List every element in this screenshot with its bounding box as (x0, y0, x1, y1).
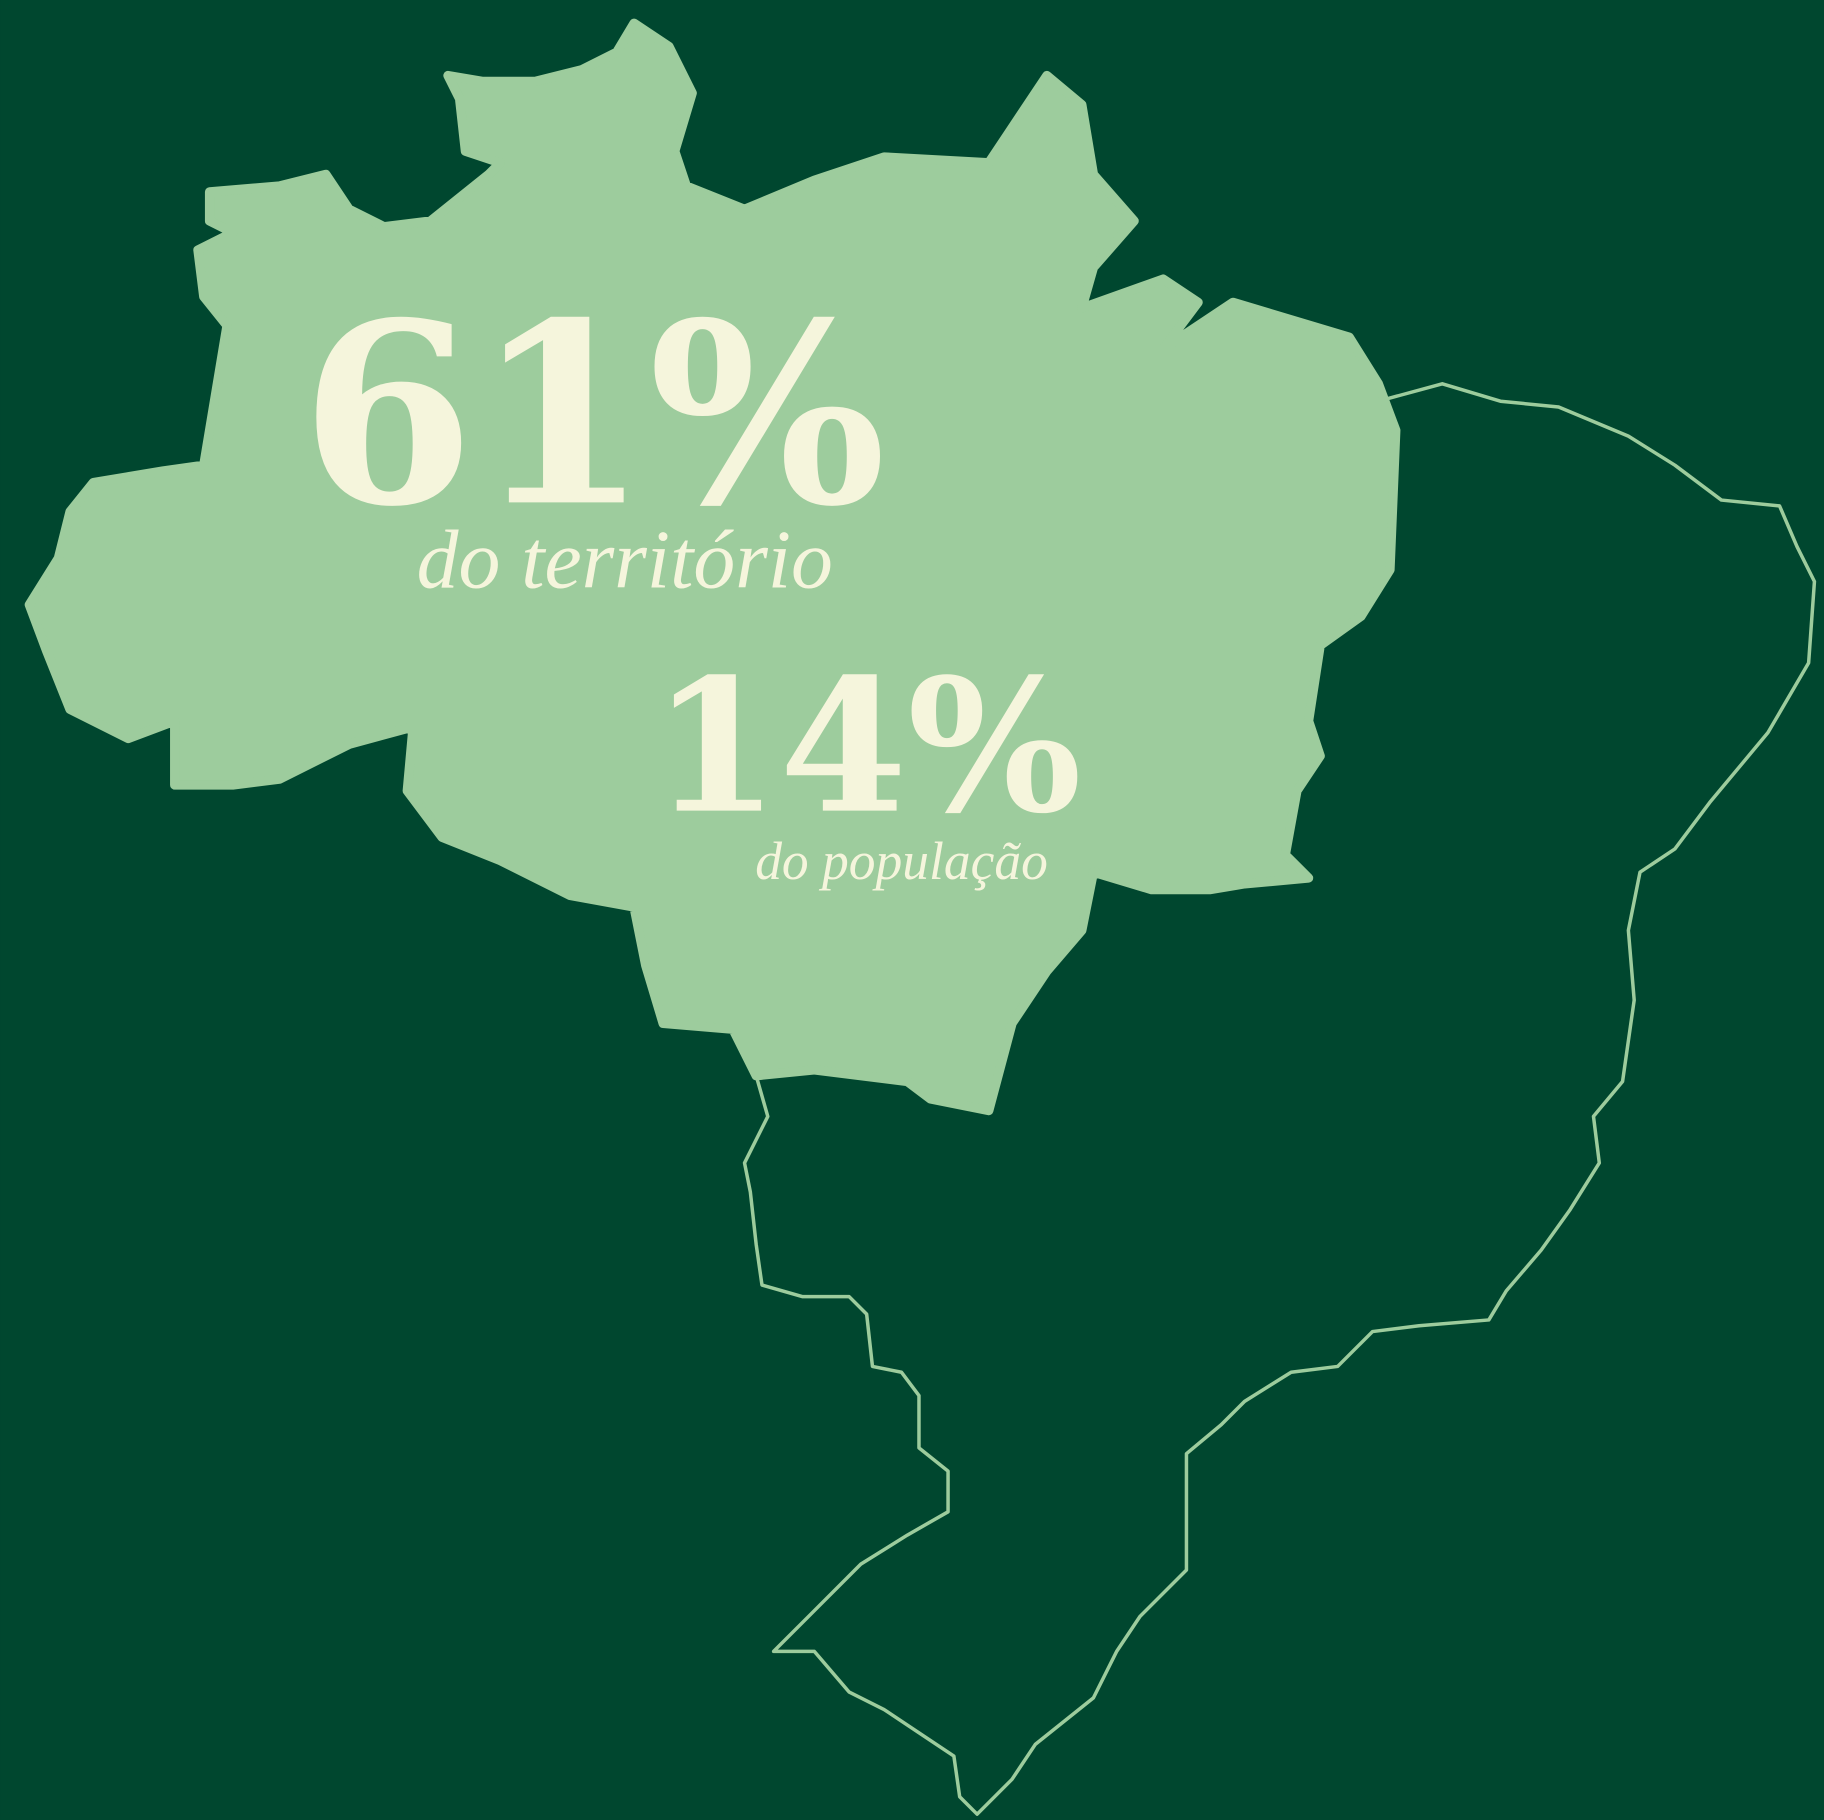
brazil-outline (742, 382, 1817, 1816)
stat-value: 14% (652, 639, 1082, 855)
stat-label: do território (417, 513, 833, 606)
legal-amazon-region (24, 18, 1401, 1116)
stat-value: 61% (301, 267, 887, 561)
stat-label: do população (755, 831, 1048, 891)
